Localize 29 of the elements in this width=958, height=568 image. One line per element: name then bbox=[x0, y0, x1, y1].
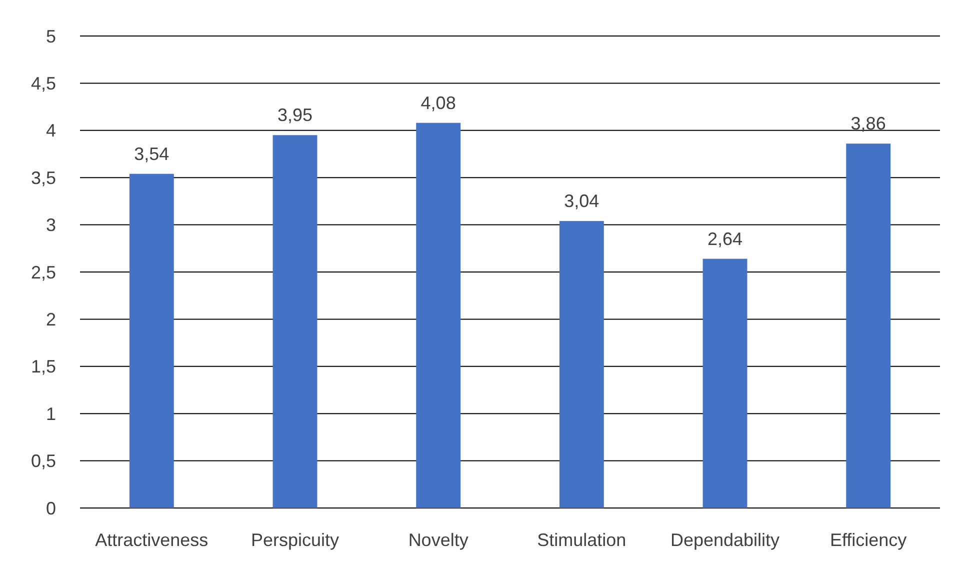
bar bbox=[129, 174, 174, 508]
data-label: 2,64 bbox=[707, 228, 743, 249]
bar bbox=[846, 144, 891, 508]
x-tick-label: Attractiveness bbox=[95, 530, 208, 550]
y-tick-label: 3 bbox=[46, 215, 56, 236]
data-label: 3,54 bbox=[134, 144, 170, 164]
bar bbox=[272, 135, 318, 508]
x-tick-label: Perspicuity bbox=[250, 530, 340, 550]
y-tick-label: 1,5 bbox=[30, 356, 56, 377]
bar bbox=[702, 258, 748, 508]
y-tick-label: 1 bbox=[46, 404, 56, 424]
y-tick-label: 4 bbox=[46, 120, 56, 141]
data-label: 3,95 bbox=[277, 105, 313, 126]
data-label: 4,08 bbox=[420, 92, 456, 113]
data-label: 3,86 bbox=[850, 114, 886, 134]
x-tick-label: Novelty bbox=[408, 530, 468, 550]
data-label: 3,04 bbox=[564, 191, 600, 212]
y-tick-label: 5 bbox=[46, 26, 56, 46]
bar bbox=[416, 122, 461, 508]
x-tick-label: Efficiency bbox=[830, 530, 907, 550]
y-tick-label: 0 bbox=[46, 498, 56, 518]
x-tick-label: Stimulation bbox=[537, 530, 626, 550]
bar bbox=[559, 221, 604, 508]
y-tick-label: 4,5 bbox=[30, 74, 56, 94]
y-tick-label: 2,5 bbox=[30, 262, 56, 282]
y-tick-label: 3,5 bbox=[30, 168, 56, 188]
y-tick-label: 0,5 bbox=[30, 451, 56, 472]
y-tick-label: 2 bbox=[46, 310, 56, 330]
x-tick-label: Dependability bbox=[670, 530, 780, 550]
